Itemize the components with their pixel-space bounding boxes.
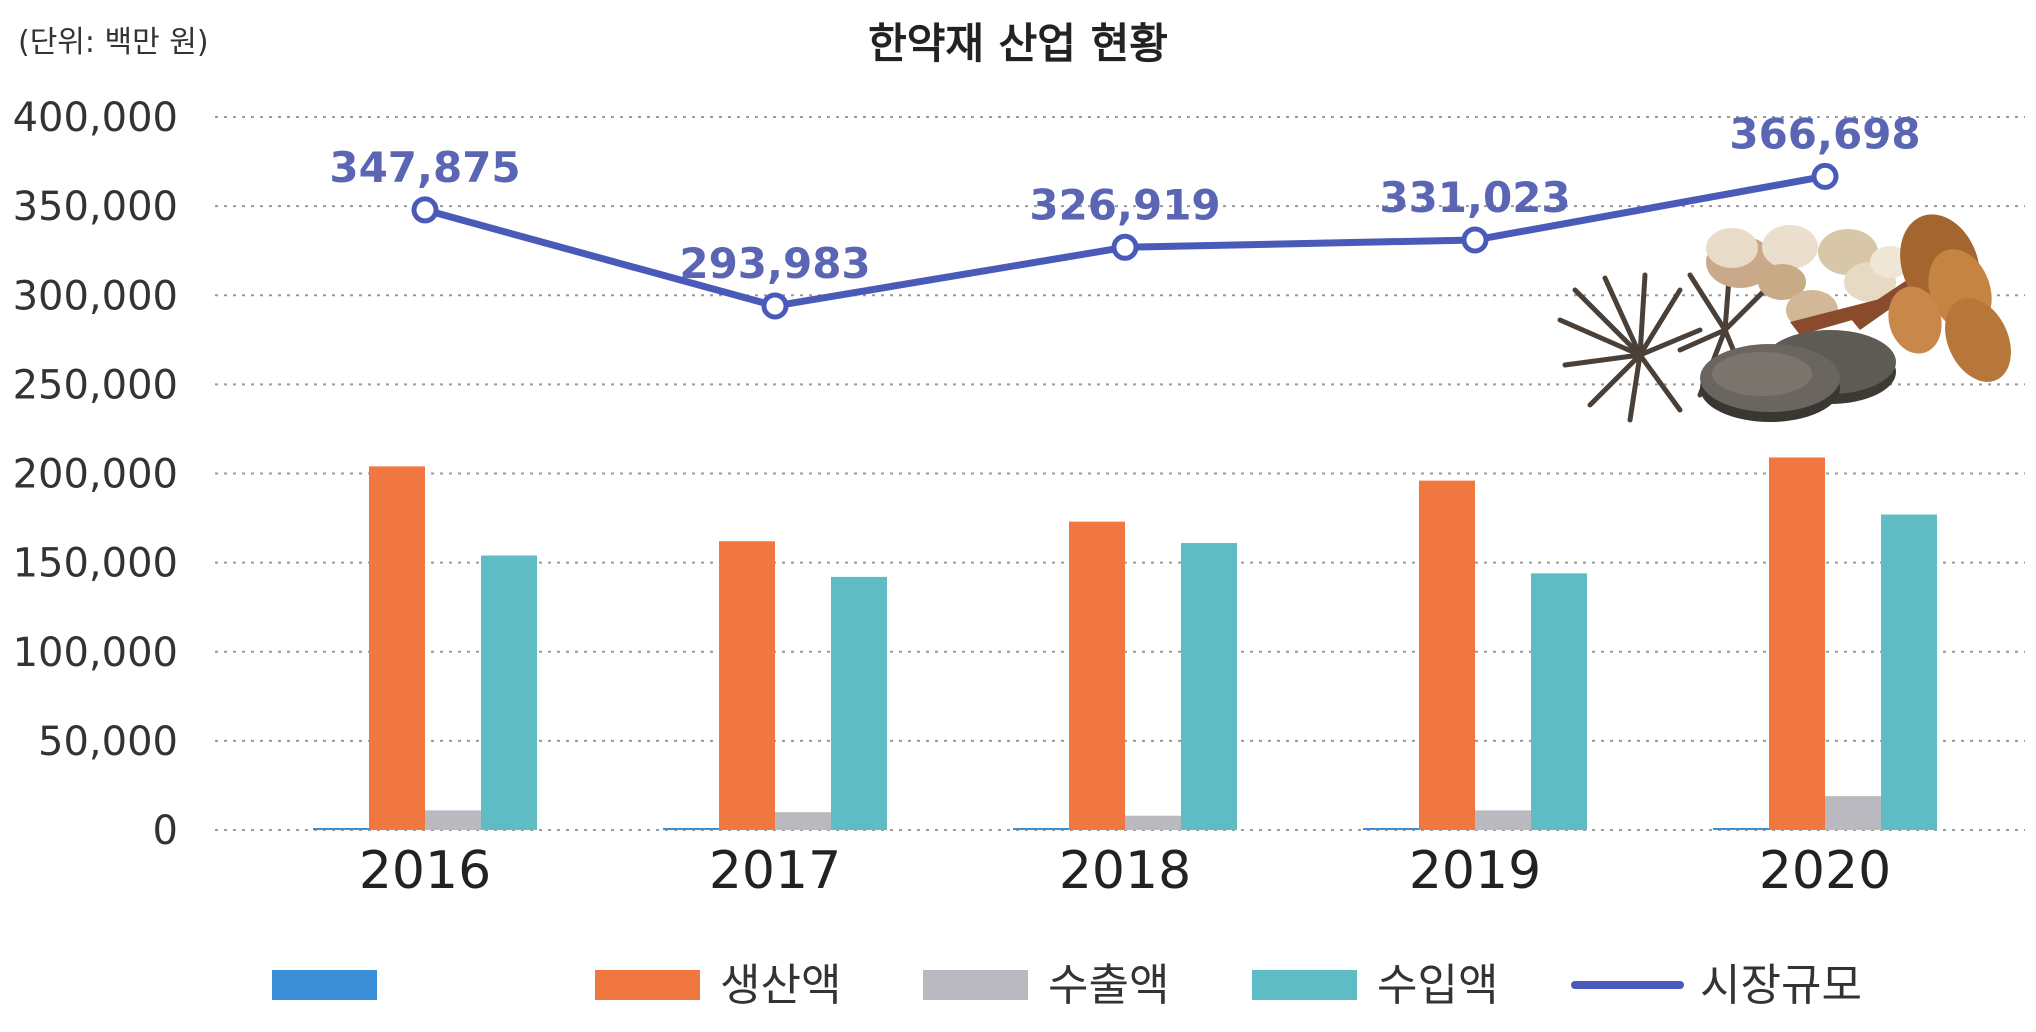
x-axis-tick-labels: 2016 2017 2018 2019 2020 (359, 841, 1891, 901)
line-point (411, 196, 439, 224)
legend-swatch (1252, 970, 1357, 1000)
legend-label: 생산액 (720, 960, 841, 1011)
y-tick-label: 50,000 (38, 719, 178, 765)
y-tick-label: 350,000 (13, 184, 178, 230)
legend-swatch (923, 970, 1028, 1000)
data-label: 293,983 (679, 239, 870, 288)
bar (1475, 810, 1531, 830)
line-point (1811, 162, 1839, 190)
chart-title: 한약재 산업 현황 (868, 19, 1168, 68)
x-tick-label: 2018 (1059, 841, 1191, 901)
bar (369, 466, 425, 830)
line-point (761, 292, 789, 320)
bar (1069, 521, 1125, 830)
legend: 생산액 수출액 수입액 시장규모 (272, 960, 1862, 1011)
bar (1825, 796, 1881, 830)
bar (1769, 457, 1825, 830)
bar (481, 555, 537, 830)
legend-swatch (272, 970, 377, 1000)
bars (313, 457, 1937, 830)
y-tick-label: 400,000 (13, 95, 178, 141)
herbal-materials-illustration (1557, 214, 2011, 423)
x-tick-label: 2020 (1759, 841, 1891, 901)
x-tick-label: 2017 (709, 841, 841, 901)
y-tick-label: 300,000 (13, 273, 178, 319)
y-tick-label: 150,000 (13, 541, 178, 587)
line-point (1111, 233, 1139, 261)
bar (425, 810, 481, 830)
bar (663, 828, 719, 830)
x-tick-label: 2019 (1409, 841, 1541, 901)
market-size-line (411, 162, 1839, 320)
legend-label: 수출액 (1048, 960, 1169, 1011)
data-label: 331,023 (1379, 173, 1570, 222)
x-tick-label: 2016 (359, 841, 491, 901)
legend-label: 수입액 (1377, 960, 1498, 1011)
bar (775, 812, 831, 830)
data-label: 347,875 (329, 143, 520, 192)
bar (1181, 543, 1237, 830)
legend-swatch (595, 970, 700, 1000)
legend-label: 시장규모 (1700, 960, 1862, 1011)
y-tick-label: 100,000 (13, 630, 178, 676)
data-labels: 347,875 293,983 326,919 331,023 366,698 (329, 109, 1920, 288)
bar (1013, 828, 1069, 830)
bar (1419, 480, 1475, 830)
line-point (1461, 226, 1489, 254)
bar (313, 828, 369, 830)
bar (1363, 828, 1419, 830)
bar (831, 576, 887, 830)
unit-label: (단위: 백만 원) (18, 25, 209, 60)
y-tick-label: 250,000 (13, 362, 178, 408)
y-tick-label: 0 (153, 808, 178, 854)
data-label: 326,919 (1029, 180, 1220, 229)
bar (1531, 573, 1587, 830)
bar (1713, 828, 1769, 830)
bar (1125, 815, 1181, 830)
bar (1881, 514, 1937, 830)
y-axis-tick-labels: 0 50,000 100,000 150,000 200,000 250,000 300,0… (13, 95, 178, 854)
y-tick-label: 200,000 (13, 452, 178, 498)
bar (719, 541, 775, 830)
data-label: 366,698 (1729, 109, 1920, 158)
